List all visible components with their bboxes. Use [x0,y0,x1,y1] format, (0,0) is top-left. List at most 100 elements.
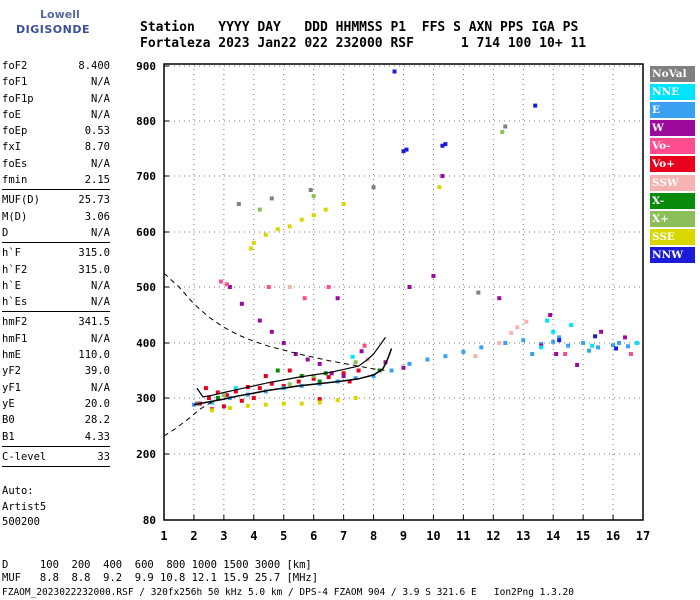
lowell-digisonde-logo: Lowell DIGISONDE [4,6,89,40]
echo-point [581,341,586,345]
echo-point [308,188,313,192]
echo-point [497,341,502,345]
echo-point [521,338,526,343]
echo-point [587,348,592,353]
echo-point [629,352,634,356]
x-tick-label: 13 [516,529,530,543]
echo-point [263,374,268,378]
echo-point [287,224,292,229]
logo-line1: Lowell [40,8,80,21]
y-tick-label: 700 [136,170,156,183]
echo-point [335,296,340,301]
echo-point [497,296,502,301]
echo-point [539,345,544,350]
echo-point [245,403,250,408]
echo-point [296,379,301,384]
auto-line1: Auto: [2,485,34,497]
echo-point [221,393,226,398]
x-tick-label: 11 [456,529,470,543]
echo-point [233,386,238,391]
param-row: fmin 2.15 [2,172,110,188]
param-row: hmF1 N/A [2,331,110,347]
echo-point [257,386,262,391]
echo-point [326,375,331,380]
legend-item: Vo- [650,138,695,155]
y-tick-label: 200 [136,448,156,461]
echo-point [575,363,580,367]
echo-point [593,334,598,339]
echo-point [317,397,322,402]
echo-point [281,383,286,388]
param-name: h`F [2,247,21,260]
echo-point [257,207,262,212]
echo-point [503,341,508,345]
x-tick-label: 12 [486,529,500,543]
param-row: yF2 39.0 [2,363,110,379]
echo-point [617,341,622,345]
param-row: yF1 N/A [2,380,110,396]
echo-point [248,246,253,251]
echo-point [326,285,331,289]
auto-line2: Artist5 [2,500,47,513]
legend-item: X+ [650,210,695,227]
param-separator [2,242,110,244]
param-value: 28.2 [84,414,110,427]
echo-point [476,290,481,295]
echo-point [443,142,448,147]
echo-point [611,343,616,348]
echo-point [626,344,631,349]
param-row: h`F2 315.0 [2,262,110,278]
echo-point [317,400,322,405]
param-value: 39.0 [84,365,110,378]
param-name: h`E [2,279,21,292]
param-name: foF2 [2,60,28,72]
plot-frame [163,63,644,521]
param-value: N/A [91,226,110,239]
echo-point [401,149,406,154]
param-value: 110.0 [78,349,110,362]
param-name: yF1 [2,381,21,394]
echo-point [437,185,442,190]
legend-item: NNE [650,84,695,101]
param-name: C-level [2,450,47,463]
echo-point [503,124,508,129]
muf-table: D 100 200 400 600 800 1000 1500 3000 [km… [2,559,318,585]
file-info: FZAOM_2023022232000.RSF / 320fx256h 50 k… [2,587,574,599]
profile-dashed-lower [163,397,225,437]
echo-point [275,368,280,373]
x-tick-label: 16 [606,529,620,543]
echo-point [509,330,514,335]
echo-point [515,325,520,330]
legend-item: SSW [650,174,695,191]
echo-point [557,335,562,340]
echo-point [287,285,292,289]
y-tick-label: 900 [136,60,156,73]
header-line1: Station YYYY DAY DDD HHMMSS P1 FFS S AXN… [140,20,579,35]
echo-point [359,349,364,354]
echo-point [362,343,367,348]
param-row: D N/A [2,225,110,241]
echo-point [317,379,322,384]
legend-item: NoVal [650,66,695,82]
param-row: C-level 33 [2,449,110,465]
param-row: hmE 110.0 [2,347,110,363]
echo-point [401,365,406,370]
param-name: foF1p [2,92,34,105]
echo-point [224,393,229,398]
param-value: 20.0 [84,397,110,410]
echo-point [293,352,298,356]
echo-point [554,352,559,356]
echo-point [269,329,274,334]
param-name: D [2,226,9,239]
echo-point [551,339,556,344]
param-row: foF1 N/A [2,74,110,90]
param-row: foE N/A [2,107,110,123]
echo-point [341,202,346,206]
echo-point [299,217,304,222]
legend-item: E [650,102,695,119]
echo-point [350,354,355,359]
x-tick-label: 4 [250,529,257,543]
echo-point [614,346,619,351]
param-name: M(D) [2,210,28,223]
param-value: N/A [91,332,110,345]
